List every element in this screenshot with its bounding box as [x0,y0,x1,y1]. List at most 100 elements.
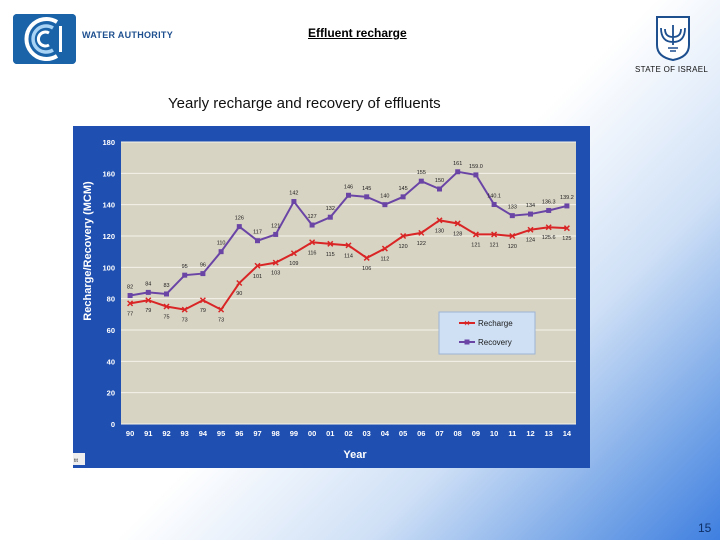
data-label-recovery: 83 [163,283,169,289]
data-point-recharge [527,226,534,233]
data-point-recharge [491,231,498,238]
x-tick-label: 90 [126,429,134,438]
x-tick-label: 14 [563,429,572,438]
data-label-recovery: 146 [344,184,353,190]
data-label-recharge: 120 [399,244,408,250]
data-point-recharge [472,231,479,238]
data-label-recharge: 109 [289,261,298,267]
data-label-recharge: 112 [381,257,390,263]
data-point-recovery [546,207,552,213]
x-tick-label: 93 [181,429,189,438]
y-tick-label: 100 [102,263,115,272]
y-tick-label: 140 [102,201,115,210]
data-point-recovery [218,249,224,255]
data-label-recharge: 121 [490,242,499,248]
data-point-recharge [418,229,425,236]
data-label-recovery: 95 [182,264,188,270]
series-recovery: 82 84 83 95 96 110 126 117 121 142 127 132 146 145 140… [127,161,574,299]
x-tick-label: 04 [381,429,390,438]
data-point-recovery [564,203,570,209]
legend-recharge-label: Recharge [478,319,513,328]
data-label-recovery: 127 [308,214,317,220]
data-point-recovery [509,213,515,219]
data-point-recovery [455,169,461,175]
x-tick-label: 96 [235,429,243,438]
data-point-recharge [218,306,225,313]
menorah-emblem-icon [654,15,692,62]
x-tick-label: 92 [162,429,170,438]
data-label-recharge: 115 [326,252,335,258]
data-label-recharge: 128 [453,231,462,237]
brand-name: WATER AUTHORITY [82,30,173,40]
legend-recovery-label: Recovery [478,338,512,347]
data-point-recharge [254,262,261,269]
x-tick-label: 95 [217,429,225,438]
data-point-recharge [400,232,407,240]
corner-mark [73,453,85,465]
data-label-recharge: 130 [435,228,444,234]
data-point-recharge [127,300,134,307]
data-point-recovery [309,222,315,228]
data-label-recharge: 77 [127,311,133,317]
data-point-recharge [199,297,206,304]
y-tick-label: 0 [111,420,115,429]
x-tick-label: 00 [308,429,316,438]
x-tick-label: 09 [472,429,480,438]
x-tick-label: 98 [272,429,280,438]
y-tick-label: 120 [102,232,115,241]
y-tick-label: 180 [102,138,115,147]
x-tick-label: 13 [545,429,553,438]
data-label-recharge: 73 [182,318,188,324]
x-tick-label: 97 [253,429,261,438]
data-label-recovery: 159.0 [469,164,483,170]
data-label-recharge: 120 [508,244,517,250]
data-point-recharge [454,220,461,227]
x-tick-label: 11 [508,429,516,438]
data-point-recovery [418,178,424,184]
data-label-recovery: 117 [253,230,262,236]
data-point-recovery [273,231,279,237]
data-label-recharge: 79 [200,308,206,314]
page-title: Effluent recharge [308,26,407,40]
data-point-recharge [309,239,316,246]
state-label: STATE OF ISRAEL [635,65,709,74]
y-axis-label: Recharge/Recovery (MCM) [82,181,94,321]
data-point-recovery [255,238,260,244]
data-point-recharge [272,259,279,266]
data-label-recovery: 84 [145,281,151,287]
data-point-recovery [291,199,297,205]
data-label-recovery: 110 [217,241,226,247]
data-label-recharge: 121 [471,242,480,248]
data-point-recovery [327,214,333,220]
data-point-recovery [145,289,151,295]
data-label-recharge: 103 [271,271,280,277]
data-label-recharge: 125.6 [542,235,556,241]
data-point-recovery [182,272,188,278]
y-tick-label: 80 [107,295,115,304]
data-label-recharge: 75 [163,315,169,321]
data-point-recovery [364,194,370,200]
data-point-recovery [200,271,206,277]
data-point-recovery [400,194,406,200]
data-point-recovery [473,172,479,178]
data-point-recharge [381,245,388,252]
data-point-recharge [545,224,552,231]
y-tick-label: 40 [107,357,115,366]
data-point-recovery [164,291,169,297]
data-point-recharge [145,297,152,304]
series-recharge: 77 79 75 73 79 73 90 101 103 109 116 115 114 106 112 12… [127,217,571,324]
data-label-recovery: 145 [399,186,408,192]
data-label-recovery: 161 [453,161,462,167]
data-label-recharge: 73 [218,318,224,324]
x-tick-label: 08 [454,429,462,438]
x-axis-label: Year [343,449,367,461]
y-tick-label: 160 [102,169,115,178]
data-label-recovery: 155 [417,170,426,176]
data-label-recovery: 82 [127,285,133,291]
data-label-recovery: 136.3 [542,199,556,205]
data-label-recovery: 145 [362,186,371,192]
legend-box [438,311,536,355]
legend-recovery-marker [464,339,470,345]
data-label-recharge: 116 [308,250,317,256]
x-tick-label: 12 [526,429,534,438]
